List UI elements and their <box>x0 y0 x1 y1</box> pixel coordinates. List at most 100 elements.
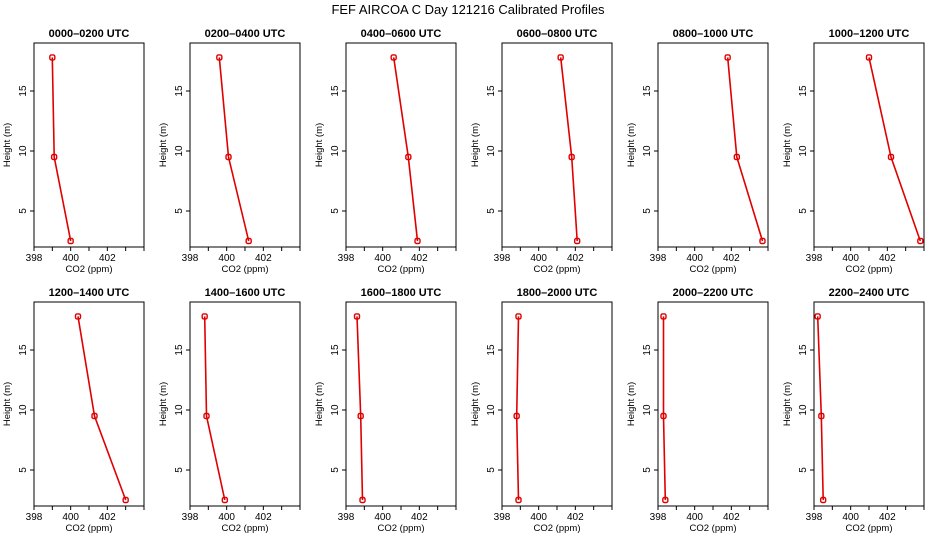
x-tick-label: 398 <box>26 253 43 264</box>
data-point <box>201 313 208 320</box>
x-tick-label: 398 <box>806 253 823 264</box>
profile-panel: 0800–1000 UTC 398 400 402 5 10 15 CO2 (ppm) Heig… <box>626 28 769 275</box>
y-tick-label: 10 <box>330 145 341 157</box>
panel-title: 0000–0200 UTC <box>49 28 130 40</box>
x-tick-label: 400 <box>842 512 859 523</box>
data-point <box>887 153 895 161</box>
data-point <box>515 313 522 320</box>
x-tick-label: 402 <box>99 512 116 523</box>
x-tick-label: 402 <box>879 253 896 264</box>
y-tick-label: 10 <box>642 404 653 416</box>
x-tick-label: 398 <box>494 512 511 523</box>
profile-panel: 1000–1200 UTC 398 400 402 5 10 15 CO2 (ppm) Heig… <box>782 28 925 275</box>
y-tick-label: 15 <box>486 85 497 97</box>
profile-panel: 1400–1600 UTC 398 400 402 5 10 15 CO2 (ppm) Heig… <box>158 287 301 534</box>
data-point <box>573 237 581 245</box>
profile-line <box>77 316 127 501</box>
x-tick-label: 402 <box>567 253 584 264</box>
data-point <box>819 496 827 504</box>
profile-line <box>51 57 72 242</box>
y-tick-label: 15 <box>642 85 653 97</box>
y-tick-label: 15 <box>642 344 653 356</box>
data-point <box>814 313 821 320</box>
y-tick-label: 5 <box>174 467 185 473</box>
data-point <box>557 54 564 61</box>
data-point <box>662 496 669 504</box>
y-axis-label: Height (m) <box>626 382 637 426</box>
y-tick-label: 10 <box>174 145 185 157</box>
data-point <box>660 313 667 320</box>
profile-line <box>392 57 419 242</box>
panel-grid: 0000–0200 UTC 398 400 402 5 10 15 CO2 (ppm) Heig… <box>2 28 925 534</box>
panel-title: 0600–0800 UTC <box>517 28 598 40</box>
profile-line <box>203 316 226 501</box>
y-tick-label: 15 <box>174 85 185 97</box>
x-tick-label: 402 <box>567 512 584 523</box>
data-point <box>390 54 397 61</box>
y-tick-label: 5 <box>174 208 185 214</box>
data-point <box>245 237 252 245</box>
x-tick-label: 402 <box>879 512 896 523</box>
data-point <box>50 153 58 161</box>
x-tick-label: 402 <box>411 253 428 264</box>
figure-title: FEF AIRCOA C Day 121216 Calibrated Profi… <box>331 2 605 17</box>
x-tick-label: 398 <box>182 512 199 523</box>
x-tick-label: 402 <box>255 512 272 523</box>
y-tick-label: 5 <box>486 467 497 473</box>
x-axis-label: CO2 (ppm) <box>690 523 737 534</box>
y-tick-label: 5 <box>642 467 653 473</box>
y-tick-label: 10 <box>174 404 185 416</box>
profile-panel: 1800–2000 UTC 398 400 402 5 10 15 CO2 (ppm) Heig… <box>470 287 613 534</box>
x-tick-label: 398 <box>182 253 199 264</box>
data-point <box>568 153 575 161</box>
x-tick-label: 398 <box>806 512 823 523</box>
panel-title: 0200–0400 UTC <box>205 28 286 40</box>
y-tick-label: 10 <box>330 404 341 416</box>
data-point <box>759 237 766 245</box>
profile-panel: 1600–1800 UTC 398 400 402 5 10 15 CO2 (ppm) Heig… <box>314 287 457 534</box>
y-tick-label: 15 <box>330 85 341 97</box>
profile-line <box>218 57 250 242</box>
x-tick-label: 400 <box>62 512 79 523</box>
data-point <box>818 412 825 420</box>
y-tick-label: 15 <box>486 344 497 356</box>
x-tick-label: 402 <box>723 512 740 523</box>
x-tick-label: 400 <box>374 512 391 523</box>
profile-panel: 2200–2400 UTC 398 400 402 5 10 15 CO2 (ppm) Heig… <box>782 287 925 534</box>
data-point <box>49 54 56 61</box>
y-axis-label: Height (m) <box>2 123 13 167</box>
y-tick-label: 10 <box>18 145 29 157</box>
profile-line <box>356 316 364 501</box>
data-point <box>733 153 741 161</box>
data-point <box>74 313 82 320</box>
x-tick-label: 402 <box>255 253 272 264</box>
x-tick-label: 402 <box>723 253 740 264</box>
y-axis-label: Height (m) <box>314 382 325 426</box>
y-tick-label: 5 <box>18 208 29 214</box>
y-tick-label: 15 <box>798 344 809 356</box>
y-axis-label: Height (m) <box>626 123 637 167</box>
panel-title: 0400–0600 UTC <box>361 28 442 40</box>
data-point <box>122 496 129 504</box>
y-tick-label: 15 <box>330 344 341 356</box>
x-tick-label: 398 <box>650 253 667 264</box>
x-tick-label: 400 <box>62 253 79 264</box>
y-axis-label: Height (m) <box>2 382 13 426</box>
profile-line <box>726 57 764 242</box>
y-tick-label: 10 <box>18 404 29 416</box>
profile-line <box>515 316 520 501</box>
data-point <box>865 54 873 61</box>
profile-line <box>816 316 824 501</box>
x-tick-label: 398 <box>650 512 667 523</box>
x-tick-label: 402 <box>411 512 428 523</box>
data-point <box>414 237 421 245</box>
panel-title: 0800–1000 UTC <box>673 28 754 40</box>
x-tick-label: 400 <box>374 253 391 264</box>
x-tick-label: 400 <box>218 512 235 523</box>
data-point <box>221 496 229 504</box>
x-tick-label: 398 <box>338 253 355 264</box>
data-point <box>353 313 361 320</box>
panel-title: 1400–1600 UTC <box>205 287 286 299</box>
profile-line <box>559 57 578 242</box>
profile-panel: 0600–0800 UTC 398 400 402 5 10 15 CO2 (ppm) Heig… <box>470 28 613 275</box>
